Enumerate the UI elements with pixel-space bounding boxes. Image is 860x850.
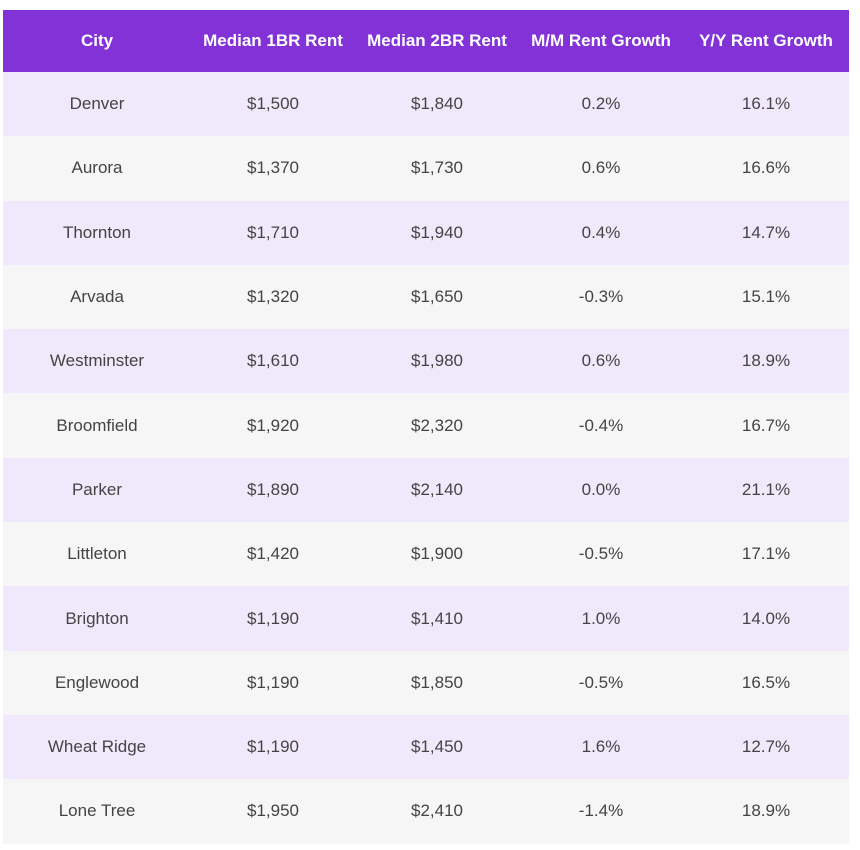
cell-median-2br-rent: $2,410: [411, 801, 463, 821]
cell-median-1br-rent: $1,370: [247, 158, 299, 178]
cell-mm-rent-growth: 1.6%: [581, 737, 621, 757]
cell-yy-rent-growth: 15.1%: [741, 287, 791, 307]
cell-yy-rent-growth: 14.7%: [741, 222, 791, 242]
cell-yy-rent-growth: 18.9%: [741, 351, 791, 371]
table-row: Aurora $1,370 $1,730 0.6% 16.6%: [3, 136, 849, 201]
cell-yy-rent-growth: 18.9%: [741, 801, 791, 821]
cell-yy-rent-growth: 12.7%: [741, 737, 791, 757]
table-row: Brighton $1,190 $1,410 1.0% 14.0%: [3, 586, 849, 651]
cell-city: Parker: [71, 479, 123, 499]
header-median-2br-rent: Median 2BR Rent: [367, 31, 507, 50]
cell-median-2br-rent: $1,730: [411, 158, 463, 178]
cell-mm-rent-growth: -1.4%: [578, 801, 624, 821]
cell-mm-rent-growth: -0.4%: [578, 415, 624, 435]
header-median-1br-rent: Median 1BR Rent: [203, 31, 343, 50]
cell-mm-rent-growth: 1.0%: [581, 608, 621, 628]
cell-mm-rent-growth: -0.3%: [578, 287, 624, 307]
cell-median-1br-rent: $1,890: [247, 479, 299, 499]
cell-city: Englewood: [54, 672, 140, 692]
table-header: City Median 1BR Rent Median 2BR Rent M/M Re…: [3, 10, 849, 72]
cell-median-1br-rent: $1,710: [247, 222, 299, 242]
cell-median-1br-rent: $1,190: [247, 608, 299, 628]
cell-city: Wheat Ridge: [47, 737, 147, 757]
table-row: Lone Tree $1,950 $2,410 -1.4% 18.9%: [3, 779, 849, 844]
cell-median-1br-rent: $1,320: [247, 287, 299, 307]
table-row: Denver $1,500 $1,840 0.2% 16.1%: [3, 72, 849, 137]
table-row: Littleton $1,420 $1,900 -0.5% 17.1%: [3, 522, 849, 587]
table-row: Westminster $1,610 $1,980 0.6% 18.9%: [3, 329, 849, 394]
cell-city: Denver: [69, 94, 125, 114]
cell-median-2br-rent: $1,940: [411, 222, 463, 242]
cell-city: Brighton: [65, 608, 129, 628]
cell-median-2br-rent: $1,410: [411, 608, 463, 628]
cell-city: Aurora: [71, 158, 123, 178]
cell-yy-rent-growth: 14.0%: [741, 608, 791, 628]
cell-yy-rent-growth: 17.1%: [741, 544, 791, 564]
table-row: Thornton $1,710 $1,940 0.4% 14.7%: [3, 200, 849, 265]
cell-city: Arvada: [70, 287, 124, 307]
cell-yy-rent-growth: 16.5%: [741, 672, 791, 692]
cell-median-1br-rent: $1,920: [247, 415, 299, 435]
cell-mm-rent-growth: 0.0%: [581, 479, 621, 499]
cell-median-2br-rent: $1,980: [411, 351, 463, 371]
cell-yy-rent-growth: 21.1%: [741, 479, 791, 499]
cell-mm-rent-growth: 0.4%: [581, 222, 621, 242]
header-mm-rent-growth: M/M Rent Growth: [531, 31, 671, 50]
cell-yy-rent-growth: 16.1%: [741, 94, 791, 114]
cell-city: Westminster: [49, 351, 145, 371]
cell-mm-rent-growth: 0.2%: [581, 94, 621, 114]
cell-median-2br-rent: $1,450: [411, 737, 463, 757]
header-row: City Median 1BR Rent Median 2BR Rent M/M Re…: [3, 10, 849, 72]
cell-median-1br-rent: $1,500: [247, 94, 299, 114]
cell-median-1br-rent: $1,950: [247, 801, 299, 821]
cell-median-2br-rent: $1,900: [411, 544, 463, 564]
table-row: Arvada $1,320 $1,650 -0.3% 15.1%: [3, 264, 849, 330]
rent-table-container: City Median 1BR Rent Median 2BR Rent M/M Re…: [3, 10, 849, 844]
cell-median-2br-rent: $2,140: [411, 479, 463, 499]
table-body: Denver $1,500 $1,840 0.2% 16.1% Aurora $1,370 $…: [3, 72, 849, 844]
cell-median-2br-rent: $1,850: [411, 672, 463, 692]
rent-table: City Median 1BR Rent Median 2BR Rent M/M Re…: [3, 10, 849, 844]
cell-median-1br-rent: $1,190: [247, 737, 299, 757]
header-city: City: [80, 31, 114, 50]
cell-yy-rent-growth: 16.6%: [741, 158, 791, 178]
cell-mm-rent-growth: -0.5%: [578, 672, 624, 692]
table-row: Englewood $1,190 $1,850 -0.5% 16.5%: [3, 650, 849, 715]
cell-median-1br-rent: $1,610: [247, 351, 299, 371]
header-yy-rent-growth: Y/Y Rent Growth: [699, 31, 833, 50]
cell-mm-rent-growth: 0.6%: [581, 351, 621, 371]
cell-city: Littleton: [67, 544, 127, 564]
cell-city: Thornton: [62, 222, 132, 242]
cell-city: Lone Tree: [58, 801, 136, 821]
cell-median-2br-rent: $1,840: [411, 94, 463, 114]
table-row: Wheat Ridge $1,190 $1,450 1.6% 12.7%: [3, 714, 849, 780]
cell-median-2br-rent: $1,650: [411, 287, 463, 307]
cell-yy-rent-growth: 16.7%: [741, 415, 791, 435]
table-row: Broomfield $1,920 $2,320 -0.4% 16.7%: [3, 393, 849, 458]
cell-median-1br-rent: $1,190: [247, 672, 299, 692]
cell-city: Broomfield: [56, 415, 138, 435]
cell-mm-rent-growth: -0.5%: [578, 544, 624, 564]
table-row: Parker $1,890 $2,140 0.0% 21.1%: [3, 457, 849, 523]
cell-median-2br-rent: $2,320: [411, 415, 463, 435]
cell-median-1br-rent: $1,420: [247, 544, 299, 564]
cell-mm-rent-growth: 0.6%: [581, 158, 621, 178]
